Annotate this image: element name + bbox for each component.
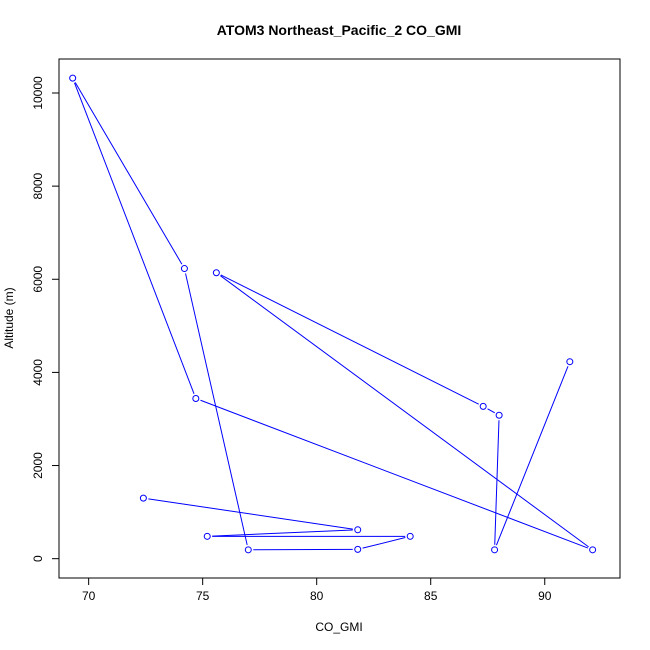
data-point [589,546,597,554]
series-line [74,82,589,551]
series-segment [495,366,569,546]
series-segment [74,82,183,265]
y-tick-label: 10000 [31,76,45,110]
data-point [212,269,220,277]
data-point [180,265,188,273]
series-segment [185,273,248,546]
y-axis-label: Altitude (m) [2,287,16,348]
y-tick-label: 6000 [31,266,45,293]
data-point [192,394,200,402]
series-segment [362,537,406,549]
x-tick-label: 70 [82,589,96,603]
series-segment [487,408,496,414]
x-tick-label: 85 [424,589,438,603]
x-tick-label: 75 [196,589,210,603]
data-point [354,526,362,534]
plot-frame [58,58,621,579]
x-axis: 70 75 80 85 90 [82,578,552,603]
series-segment [220,275,589,548]
y-axis: 0 2000 4000 6000 8000 10000 [31,76,59,562]
data-point [69,74,77,82]
series-points [69,74,597,554]
y-tick-label: 2000 [31,452,45,479]
data-point [495,411,503,419]
x-tick-label: 90 [538,589,552,603]
y-tick-label: 0 [31,555,45,562]
x-axis-label: CO_GMI [315,620,362,634]
series-segment [200,399,589,549]
series-segment [494,420,500,545]
series-segment [74,82,195,394]
data-point [244,546,252,554]
data-point [566,358,574,366]
data-point [354,545,362,553]
data-point [491,546,499,554]
series-segment [148,498,353,530]
data-point [139,494,147,502]
data-point [479,402,487,410]
series-segment [212,529,353,537]
y-tick-label: 8000 [31,172,45,199]
data-point [406,532,414,540]
chart-title: ATOM3 Northeast_Pacific_2 CO_GMI [217,22,462,38]
x-tick-label: 80 [310,589,324,603]
y-tick-label: 4000 [31,359,45,386]
series-segment [220,274,479,405]
data-point [203,532,211,540]
